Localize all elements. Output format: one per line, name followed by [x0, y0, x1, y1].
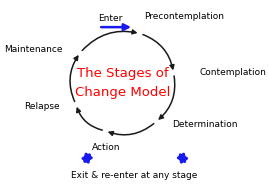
Text: Contemplation: Contemplation: [199, 68, 266, 77]
FancyArrowPatch shape: [159, 76, 175, 119]
FancyArrowPatch shape: [77, 108, 102, 130]
Text: Change Model: Change Model: [75, 86, 170, 99]
FancyArrowPatch shape: [109, 124, 154, 135]
FancyArrowPatch shape: [70, 56, 78, 102]
Text: Determination: Determination: [172, 120, 238, 129]
Text: Relapse: Relapse: [24, 102, 60, 111]
FancyArrowPatch shape: [143, 35, 174, 69]
Text: Exit & re-enter at any stage: Exit & re-enter at any stage: [71, 171, 197, 180]
FancyArrowPatch shape: [82, 30, 136, 50]
Text: Maintenance: Maintenance: [5, 45, 63, 54]
Text: Enter: Enter: [98, 14, 123, 23]
Text: The Stages of: The Stages of: [77, 67, 168, 80]
Text: Precontemplation: Precontemplation: [144, 12, 224, 21]
Text: Action: Action: [92, 143, 120, 152]
